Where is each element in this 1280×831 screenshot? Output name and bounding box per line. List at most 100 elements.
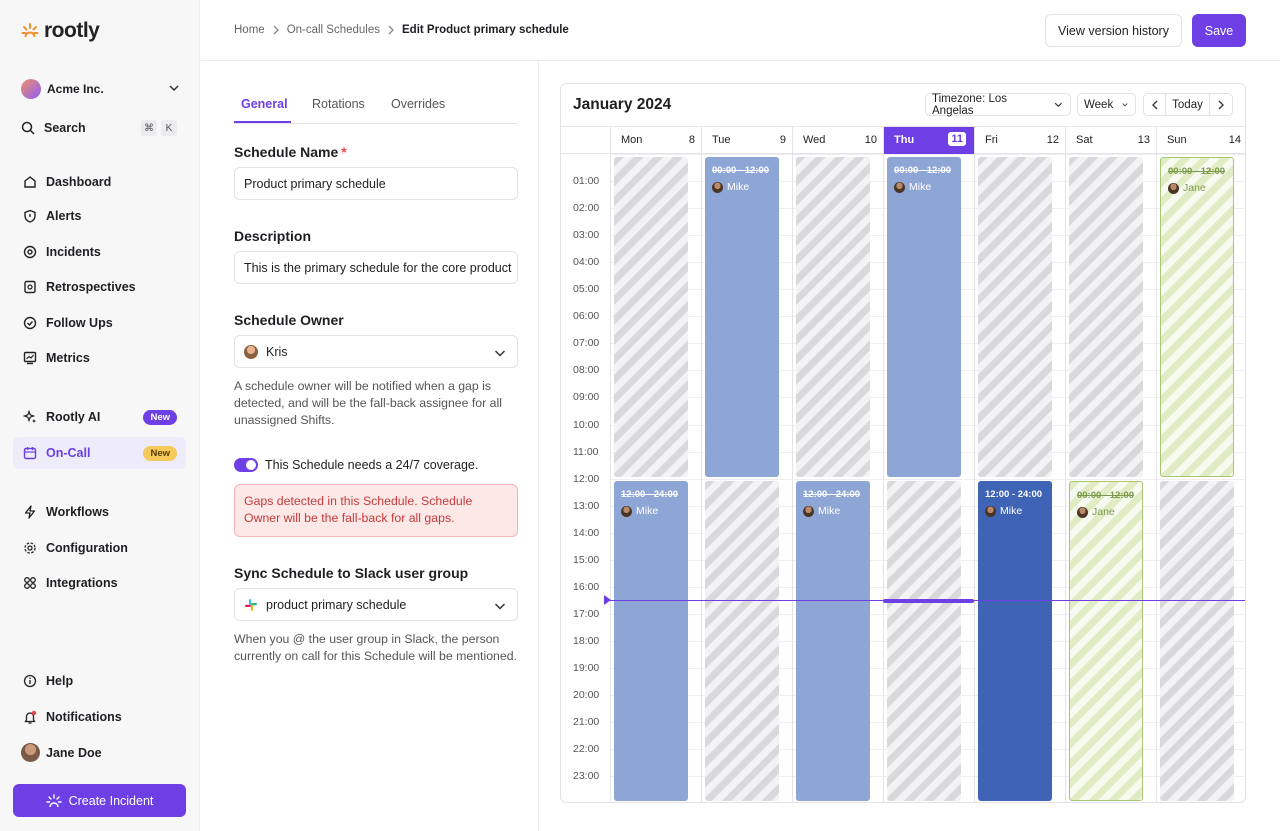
sidebar-item-on-call[interactable]: On-Call New [13,437,186,469]
tab-rotations[interactable]: Rotations [312,97,365,111]
sidebar-item-follow-ups[interactable]: Follow Ups [13,307,186,339]
chevron-down-icon [494,350,506,357]
coverage-gap-block[interactable] [1069,157,1143,477]
create-incident-button[interactable]: Create Incident [13,784,186,817]
sidebar-item-dashboard[interactable]: Dashboard [13,166,186,198]
kbd-k: K [161,120,177,136]
day-header-thu: Thu 11 [883,127,974,154]
org-switcher[interactable]: Acme Inc. [21,78,181,100]
chart-icon [22,350,38,366]
shift-block[interactable]: 12:00 - 24:00 Mike [614,481,688,801]
sidebar-item-configuration[interactable]: Configuration [13,532,186,564]
timezone-select[interactable]: Timezone: Los Angelas [925,93,1071,117]
brand-name: rootly [44,19,100,42]
coverage-gap-block[interactable] [1160,481,1234,801]
hour-label: 10:00 [573,418,600,431]
prev-week-button[interactable] [1144,94,1166,115]
breadcrumb-schedules[interactable]: On-call Schedules [286,24,381,36]
shift-time: 12:00 - 24:00 [985,489,1043,500]
coverage-gap-block[interactable] [796,157,870,477]
avatar [712,181,723,193]
avatar [894,181,905,193]
hour-label: 20:00 [573,689,600,701]
schedule-owner-select[interactable]: Kris [234,335,518,368]
coverage-gap-block[interactable] [614,157,688,477]
shift-assignee: Mike [712,181,749,193]
sidebar-item-rootly-ai[interactable]: Rootly AI New [13,401,186,433]
sidebar-item-label: Workflows [46,505,109,519]
view-select[interactable]: Week [1077,93,1136,116]
owner-help-text: A schedule owner will be notified when a… [234,379,502,427]
day-name: Sat [1076,134,1093,146]
today-button[interactable]: Today [1166,94,1210,115]
calendar-icon [22,445,38,461]
check-circle-icon [22,315,38,331]
coverage-gap-block[interactable] [887,481,961,801]
brand-logo[interactable]: rootly [21,19,100,43]
schedule-calendar: January 2024 Timezone: Los Angelas Week … [560,83,1246,803]
view-version-history-button[interactable]: View version history [1045,14,1182,47]
day-number: 9 [779,134,786,146]
tab-general[interactable]: General [241,97,288,111]
hour-label: 14:00 [573,526,600,539]
week-nav: Today [1143,93,1233,116]
breadcrumb-home[interactable]: Home [234,24,265,36]
shift-time: 12:00 - 24:00 [803,489,861,500]
day-column-divider [883,154,884,802]
hour-label: 13:00 [573,499,600,512]
shift-assignee: Mike [894,181,931,193]
save-button[interactable]: Save [1192,14,1246,47]
owner-name: Kris [266,344,288,359]
sidebar-item-notifications[interactable]: Notifications [13,701,186,733]
sidebar-item-label: Help [46,674,74,688]
org-name: Acme Inc. [47,82,104,96]
sidebar-item-alerts[interactable]: Alerts [13,200,186,232]
sidebar-item-integrations[interactable]: Integrations [13,567,186,599]
next-week-button[interactable] [1210,94,1232,115]
sidebar-item-label: Rootly AI [46,410,101,424]
shift-time: 00:00 - 12:00 [1168,166,1226,177]
sidebar-item-label: Follow Ups [46,316,113,330]
description-input[interactable]: This is the primary schedule for the cor… [234,251,518,284]
dashboard-icon [22,174,38,190]
hour-label: 21:00 [573,716,600,729]
assignee-name: Jane [1092,506,1115,518]
chevron-left-icon [1151,100,1157,109]
user-menu[interactable]: Jane Doe [21,743,102,762]
sidebar-item-retrospectives[interactable]: Retrospectives [13,271,186,303]
schedule-name-input[interactable]: Product primary schedule [234,167,518,200]
day-column-divider [1065,154,1066,802]
day-header-tue: Tue 9 [701,127,792,154]
slack-group-select[interactable]: product primary schedule [234,588,518,621]
hour-label: 07:00 [573,337,600,350]
shift-block[interactable]: 00:00 - 12:00 Mike [705,157,779,477]
avatar [985,505,996,517]
current-shift-block[interactable]: 12:00 - 24:00 Mike [978,481,1052,801]
coverage-toggle[interactable] [234,458,258,472]
tab-overrides[interactable]: Overrides [391,97,446,111]
sidebar-item-help[interactable]: Help [13,665,186,697]
hour-label: 12:00 [573,472,600,485]
hour-label: 02:00 [573,202,600,215]
rootly-logo-icon [21,23,39,38]
sidebar-item-metrics[interactable]: Metrics [13,342,186,374]
required-marker: * [341,144,347,160]
shift-block[interactable]: 12:00 - 24:00 Mike [796,481,870,801]
coverage-gap-block[interactable] [978,157,1052,477]
coverage-gap-block[interactable] [705,481,779,801]
shift-time: 00:00 - 12:00 [1077,490,1135,501]
day-column-divider [792,154,793,802]
assignee-name: Jane [1183,182,1206,194]
override-shift-block[interactable]: 00:00 - 12:00 Jane [1069,481,1143,801]
panel-divider [538,61,539,831]
shift-block[interactable]: 00:00 - 12:00 Mike [887,157,961,477]
sidebar-item-incidents[interactable]: Incidents [13,236,186,268]
header-divider [201,60,1280,61]
gap-alert: Gaps detected in this Schedule. Schedule… [234,484,518,537]
override-shift-block[interactable]: 00:00 - 12:00 Jane [1160,157,1234,477]
search-button[interactable]: Search ⌘ K [21,117,181,139]
day-column-divider [701,154,702,802]
assignee-name: Mike [727,181,750,193]
sidebar-item-workflows[interactable]: Workflows [13,496,186,528]
schedule-owner-label: Schedule Owner [234,312,344,328]
